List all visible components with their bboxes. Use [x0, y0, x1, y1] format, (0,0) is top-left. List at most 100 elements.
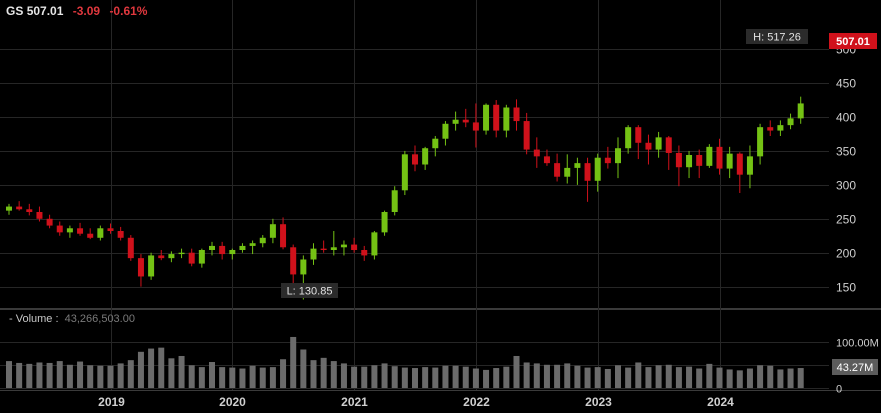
candlestick-series — [6, 96, 804, 300]
volume-series — [6, 336, 804, 388]
candle — [269, 218, 276, 244]
volume-bar — [442, 365, 449, 388]
volume-bar — [46, 362, 53, 388]
candle — [777, 120, 784, 136]
candle — [584, 157, 591, 202]
candle — [320, 240, 327, 253]
candle-body — [361, 250, 368, 256]
candle-body — [158, 255, 165, 259]
volume-bar — [706, 363, 713, 388]
candle — [117, 226, 124, 241]
volume-bar — [310, 360, 317, 388]
candle — [16, 201, 23, 211]
last-price-badge: 507.01 — [829, 33, 877, 49]
volume-label: Volume — [15, 313, 53, 325]
candle — [716, 138, 723, 175]
candle — [543, 149, 550, 166]
volume-bar — [675, 367, 682, 388]
candle-body — [452, 119, 459, 124]
candle — [746, 145, 753, 189]
candle — [391, 186, 398, 216]
volume-bar — [87, 365, 94, 388]
candle — [239, 243, 246, 253]
candle — [371, 231, 378, 260]
candle — [554, 153, 561, 182]
last-volume-value: 43.27M — [837, 362, 874, 374]
candle-body — [757, 127, 764, 157]
candle-body — [36, 212, 43, 219]
candle-body — [107, 228, 114, 231]
candle-body — [56, 225, 63, 233]
panel-divider[interactable] — [0, 308, 881, 310]
candle-body — [219, 245, 226, 255]
candle-body — [736, 153, 743, 175]
volume-bar — [604, 368, 611, 388]
candle-body — [300, 259, 307, 275]
volume-bar — [300, 349, 307, 388]
candle — [675, 145, 682, 187]
volume-bar — [462, 366, 469, 388]
volume-bar — [381, 363, 388, 388]
candle — [625, 125, 632, 154]
candle — [432, 136, 439, 157]
volume-bar — [77, 361, 84, 388]
candle — [564, 154, 571, 184]
volume-bar — [6, 361, 12, 388]
candle-body — [483, 104, 490, 131]
volume-tick-label: 100.00M — [836, 338, 879, 350]
volume-bar — [625, 367, 632, 388]
candle-body — [604, 157, 611, 164]
candle — [219, 241, 226, 260]
candle — [330, 231, 337, 256]
candle — [472, 103, 479, 148]
volume-bar — [158, 347, 165, 388]
chart-header: GS 507.01 -3.09 -0.61% — [6, 4, 147, 18]
volume-bar — [503, 366, 510, 388]
volume-bar — [97, 365, 104, 388]
volume-bar — [148, 348, 155, 388]
candle — [401, 150, 408, 196]
candle-body — [625, 127, 632, 149]
candle — [696, 149, 703, 179]
candle — [412, 145, 418, 172]
volume-bar — [736, 370, 743, 388]
volume-bar — [432, 367, 439, 388]
volume-bar — [716, 367, 723, 388]
volume-bar — [665, 364, 672, 388]
volume-bar — [472, 368, 479, 388]
candle-body — [391, 190, 398, 212]
candle-body — [137, 258, 144, 277]
year-tick-label: 2022 — [463, 395, 490, 409]
volume-bar — [66, 364, 73, 388]
volume-bar — [320, 357, 327, 388]
candle-body — [432, 138, 439, 149]
candle — [615, 137, 621, 179]
volume-bar — [483, 369, 490, 388]
volume-bar — [645, 367, 652, 388]
volume-bar — [452, 365, 459, 388]
low-marker: L: 130.85 — [281, 283, 338, 298]
candle — [259, 235, 266, 248]
candle-body — [340, 244, 347, 248]
candle-body — [777, 125, 784, 131]
price-tick-label: 450 — [836, 77, 856, 91]
candle — [340, 240, 347, 256]
candle — [137, 254, 144, 287]
volume-bar — [777, 369, 784, 388]
candle-body — [675, 152, 682, 168]
candle-body — [26, 209, 33, 212]
last-volume-badge: 43.27M — [832, 359, 878, 375]
candle — [280, 217, 287, 250]
year-tick-label: 2023 — [585, 395, 612, 409]
volume-bar — [36, 362, 43, 388]
candle — [665, 136, 672, 170]
candle-body — [462, 119, 469, 123]
volume-bar — [16, 362, 23, 388]
year-tick-label: 2024 — [707, 395, 734, 409]
candle — [574, 157, 581, 185]
collapse-icon[interactable]: - — [9, 313, 13, 325]
ticker-symbol: GS — [6, 4, 24, 18]
candle-body — [645, 142, 652, 150]
candle-body — [533, 149, 540, 157]
